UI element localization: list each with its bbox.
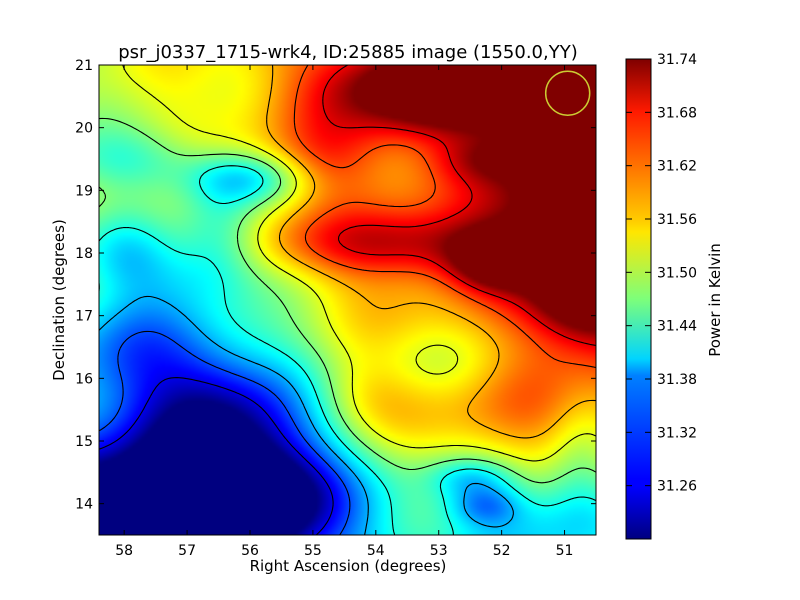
colorbar-frame [625, 58, 652, 540]
x-tick-label: 52 [493, 543, 511, 559]
x-tick-label: 56 [241, 543, 259, 559]
y-axis-label: Declination (degrees) [50, 219, 68, 381]
x-tick-label: 55 [304, 543, 322, 559]
contour-line [99, 165, 596, 535]
y-tick-label: 18 [75, 246, 93, 262]
colorbar-tick-label: 31.26 [657, 479, 697, 495]
colorbar-tick-label: 31.68 [657, 105, 697, 121]
contour-lines [99, 65, 596, 535]
chart-title: psr_j0337_1715-wrk4, ID:25885 image (155… [118, 42, 578, 63]
x-tick-label: 54 [367, 543, 385, 559]
x-tick-label: 53 [430, 543, 448, 559]
contour-line [266, 65, 596, 439]
x-axis: 58 57 56 55 54 53 52 51 [115, 65, 573, 559]
beam-marker [544, 70, 591, 116]
x-tick-label: 57 [178, 543, 196, 559]
colorbar: 31.26 31.32 31.38 31.44 31.50 31.56 31.62 31.68… [625, 52, 724, 540]
y-axis: 14 15 16 17 18 19 20 21 [75, 58, 596, 513]
colorbar-tick-label: 31.74 [657, 52, 697, 68]
contour-line [99, 377, 334, 535]
colorbar-tick-label: 31.50 [657, 265, 697, 281]
contour-line [293, 65, 596, 369]
y-tick-label: 14 [75, 497, 93, 513]
colorbar-tick-label: 31.62 [657, 159, 697, 175]
x-tick-label: 51 [556, 543, 574, 559]
colorbar-tick-label: 31.56 [657, 212, 697, 228]
colorbar-tick-label: 31.44 [657, 319, 697, 335]
contour-line [99, 295, 514, 535]
colorbar-label: Power in Kelvin [706, 243, 724, 357]
y-tick-label: 15 [75, 434, 93, 450]
colorbar-ticks: 31.26 31.32 31.38 31.44 31.50 31.56 31.62 31.68… [626, 52, 697, 495]
colorbar-tick-label: 31.32 [657, 425, 697, 441]
x-axis-label: Right Ascension (degrees) [250, 557, 447, 575]
y-tick-label: 16 [75, 371, 93, 387]
colorbar-gradient [626, 59, 651, 539]
plot-frame [98, 64, 597, 536]
contour-line [322, 65, 596, 347]
x-tick-label: 58 [115, 543, 133, 559]
y-tick-label: 17 [75, 309, 93, 325]
contour-line [99, 330, 351, 535]
y-tick-label: 21 [75, 58, 93, 74]
plot-area [98, 64, 597, 536]
y-tick-label: 20 [75, 121, 93, 137]
heatmap-image [99, 65, 596, 535]
contour-line [99, 117, 596, 484]
colorbar-tick-label: 31.38 [657, 372, 697, 388]
y-tick-label: 19 [75, 183, 93, 199]
